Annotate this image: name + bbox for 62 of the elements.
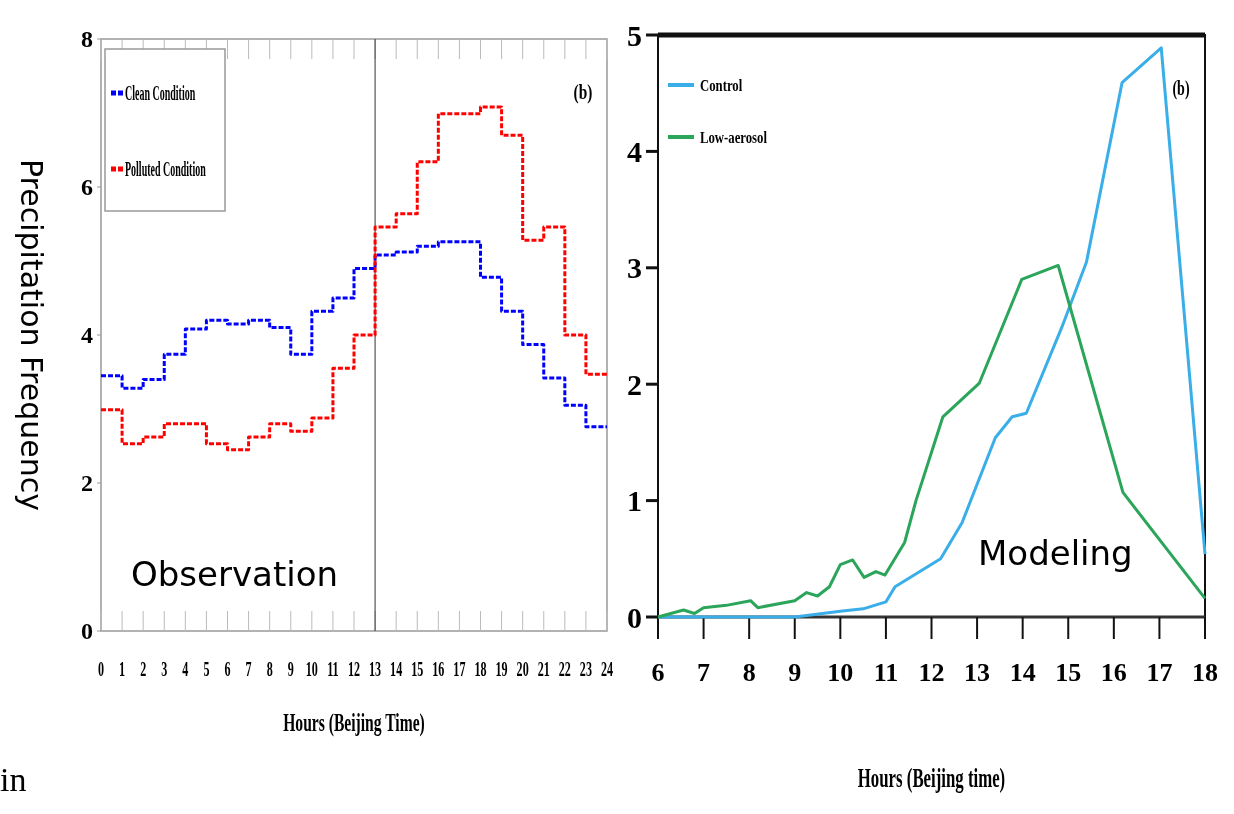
x-tick-label: 14: [390, 656, 403, 681]
x-tick-label: 23: [579, 656, 593, 681]
x-tick-label: 4: [182, 656, 189, 681]
x-tick-label: 7: [245, 656, 252, 681]
annotation: (b): [573, 79, 593, 105]
x-tick-label: 6: [224, 656, 231, 681]
annotation: (b): [1172, 77, 1190, 100]
x-tick-label: 9: [287, 656, 294, 681]
x-tick-label: 12: [347, 656, 361, 681]
y-tick-label: 8: [81, 26, 93, 53]
x-tick-label: 2: [140, 656, 147, 681]
legend-label: Control: [700, 76, 743, 95]
x-tick-label: 10: [827, 658, 854, 687]
y-tick-label: 6: [81, 174, 93, 201]
y-tick-label: 5: [627, 18, 642, 52]
x-tick-label: 16: [432, 656, 445, 681]
line-series: [656, 263, 1207, 619]
y-tick-label: 4: [81, 322, 93, 349]
y-tick-label: 4: [627, 134, 642, 168]
x-tick-label: 19: [495, 656, 508, 681]
x-tick-label: 17: [1146, 658, 1173, 687]
x-tick-label: 24: [600, 656, 614, 681]
y-axis-title: Precipitation Frequency: [14, 158, 49, 512]
x-tick-label: 18: [1192, 658, 1218, 687]
y-tick-label: 1: [627, 484, 642, 518]
x-tick-label: 13: [964, 658, 991, 687]
legend-label: Low-aerosol: [700, 128, 768, 147]
x-tick-label: 11: [327, 656, 339, 681]
x-tick-label: 11: [873, 658, 899, 687]
y-tick-label: 3: [627, 251, 642, 285]
x-tick-label: 8: [266, 656, 273, 681]
annotation: Modeling: [978, 533, 1133, 573]
x-tick-label: 10: [305, 656, 318, 681]
x-tick-label: 18: [474, 656, 487, 681]
y-tick-label: 0: [627, 600, 642, 634]
x-axis-title: Hours (Beijing Time): [283, 707, 425, 738]
legend-label: Polluted Condition: [125, 158, 206, 180]
y-tick-label: 2: [627, 367, 642, 401]
x-tick-label: 12: [918, 658, 945, 687]
x-tick-label: 5: [203, 656, 210, 681]
x-tick-label: 7: [697, 658, 711, 687]
y-tick-label: 2: [81, 470, 93, 497]
x-tick-label: 8: [742, 658, 756, 687]
annotation: Observation: [131, 554, 339, 594]
x-tick-label: 16: [1100, 658, 1127, 687]
text: in: [0, 761, 27, 798]
line-series: [656, 46, 1207, 619]
x-tick-label: 3: [161, 656, 168, 681]
legend-label: Clean Condition: [125, 82, 196, 104]
x-tick-label: 1: [119, 656, 126, 681]
x-tick-label: 15: [411, 656, 424, 681]
y-tick-label: 0: [81, 618, 93, 645]
x-tick-label: 9: [788, 658, 802, 687]
x-tick-label: 21: [537, 656, 550, 681]
x-tick-label: 6: [651, 658, 665, 687]
x-tick-label: 15: [1055, 658, 1082, 687]
x-tick-label: 14: [1009, 658, 1036, 687]
x-tick-label: 20: [516, 656, 529, 681]
x-tick-label: 17: [453, 656, 466, 681]
x-tick-label: 22: [558, 656, 571, 681]
x-tick-label: 13: [369, 656, 382, 681]
x-axis-title: Hours (Beijing time): [857, 761, 1006, 794]
